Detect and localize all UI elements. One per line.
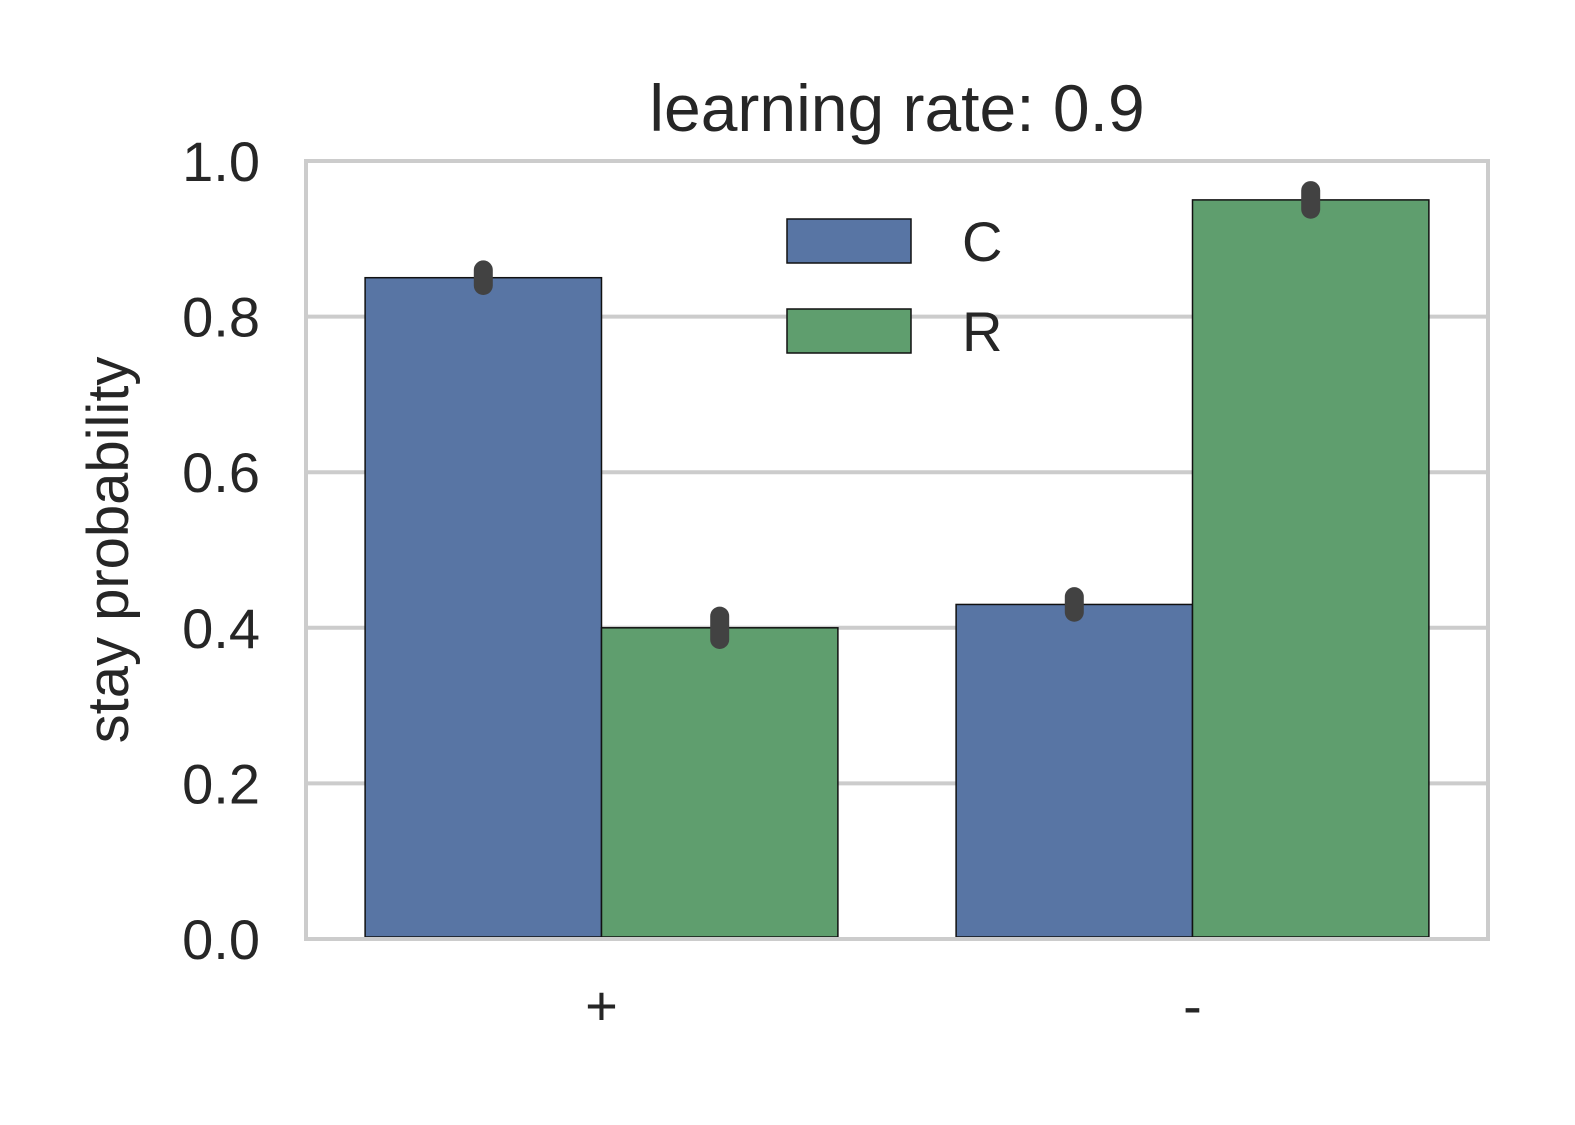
bars bbox=[364, 199, 1430, 938]
y-tick-label: 0.8 bbox=[182, 286, 260, 349]
chart-title: learning rate: 0.9 bbox=[649, 71, 1144, 145]
bar-C-0 bbox=[364, 276, 603, 938]
y-tick-label: 0.2 bbox=[182, 752, 260, 815]
y-tick-label: 0.0 bbox=[182, 908, 260, 971]
x-tick-label: - bbox=[1183, 974, 1202, 1037]
bar-R-0 bbox=[600, 627, 839, 938]
error-bars bbox=[473, 181, 1321, 649]
y-tick-labels: 0.0 0.2 0.4 0.6 0.8 1.0 bbox=[182, 130, 260, 971]
x-tick-labels: + - bbox=[585, 974, 1202, 1037]
plot-frame bbox=[304, 159, 1490, 941]
y-tick-label: 0.4 bbox=[182, 597, 260, 660]
bar-C-1 bbox=[955, 603, 1194, 938]
legend-swatch-R bbox=[786, 308, 912, 354]
legend: CR bbox=[786, 210, 1002, 363]
y-tick-label: 0.6 bbox=[182, 441, 260, 504]
y-axis-label: stay probability bbox=[76, 357, 141, 744]
legend-label-C: C bbox=[962, 210, 1002, 273]
legend-swatch-C bbox=[786, 218, 912, 264]
legend-label-R: R bbox=[962, 300, 1002, 363]
x-tick-label: + bbox=[585, 974, 618, 1037]
bar-R-1 bbox=[1191, 199, 1430, 938]
y-tick-label: 1.0 bbox=[182, 130, 260, 193]
